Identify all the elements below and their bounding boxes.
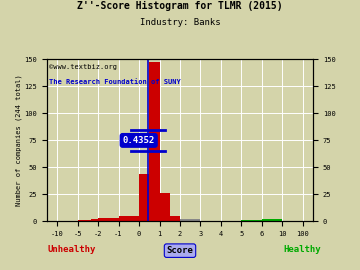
Bar <box>149 62 159 221</box>
Bar <box>180 219 201 221</box>
Text: Score: Score <box>167 246 193 255</box>
Bar <box>159 193 170 221</box>
Text: Industry: Banks: Industry: Banks <box>140 18 220 26</box>
Bar <box>262 219 283 221</box>
Bar <box>91 219 98 221</box>
Bar <box>118 216 139 221</box>
Text: Z''-Score Histogram for TLMR (2015): Z''-Score Histogram for TLMR (2015) <box>77 1 283 11</box>
Text: 0.4352: 0.4352 <box>123 136 155 145</box>
Y-axis label: Number of companies (244 total): Number of companies (244 total) <box>15 75 22 206</box>
Bar <box>139 174 149 221</box>
Bar <box>170 216 180 221</box>
Bar <box>84 220 91 221</box>
Bar <box>77 220 84 221</box>
Text: The Research Foundation of SUNY: The Research Foundation of SUNY <box>49 79 181 85</box>
Bar <box>98 218 118 221</box>
Text: Unhealthy: Unhealthy <box>48 245 96 254</box>
Text: ©www.textbiz.org: ©www.textbiz.org <box>49 64 117 70</box>
Text: Healthy: Healthy <box>284 245 321 254</box>
Bar <box>242 220 262 221</box>
